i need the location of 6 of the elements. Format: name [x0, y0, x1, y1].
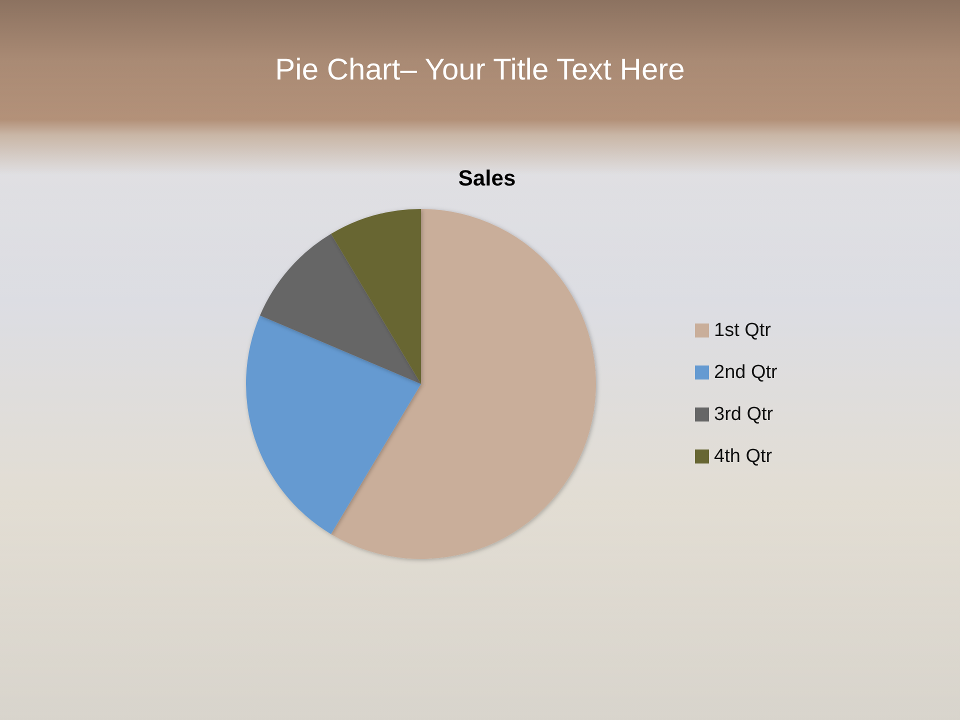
legend-label: 1st Qtr	[714, 320, 772, 341]
legend-label: 2nd Qtr	[714, 362, 778, 383]
chart-title: Pie Chart– Your Title Text Here	[275, 54, 685, 86]
legend-label: 3rd Qtr	[714, 404, 774, 425]
legend-label: 4th Qtr	[714, 446, 773, 467]
chart-subtitle: Sales	[458, 166, 516, 190]
